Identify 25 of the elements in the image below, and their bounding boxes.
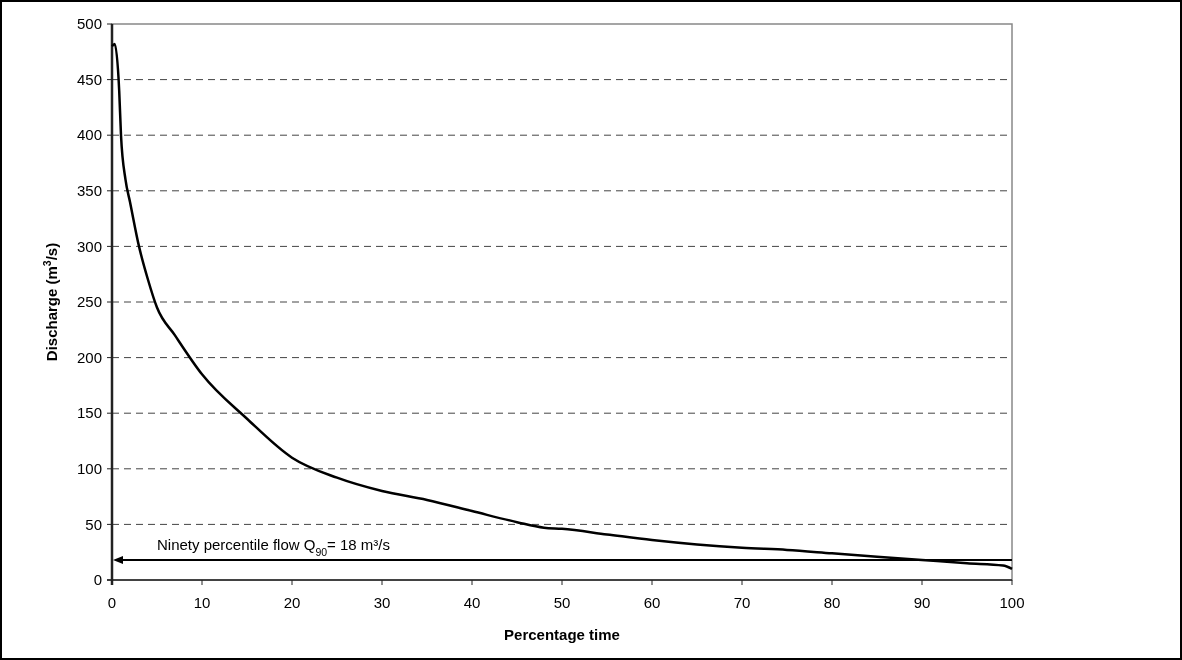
y-tick-label: 300 xyxy=(76,237,102,255)
y-tick-label: 400 xyxy=(76,126,102,144)
x-tick-label: 40 xyxy=(463,594,481,611)
y-tick-label: 150 xyxy=(76,404,102,422)
x-tick-label: 20 xyxy=(283,594,301,611)
x-tick-label: 30 xyxy=(373,594,391,611)
line-series xyxy=(110,42,1014,571)
x-tick-label: 60 xyxy=(643,594,661,611)
x-tick-label: 0 xyxy=(107,594,117,611)
y-tick-label: 50 xyxy=(85,515,102,533)
y-tick-label: 500 xyxy=(76,15,102,33)
x-tick-label: 90 xyxy=(913,594,931,611)
y-tick-label: 100 xyxy=(76,460,102,478)
x-tick-label: 70 xyxy=(733,594,751,611)
x-axis-title: Percentage time xyxy=(504,626,620,643)
y-tick-label: 250 xyxy=(76,293,102,311)
x-tick-label: 10 xyxy=(193,594,211,611)
x-tick-label: 50 xyxy=(553,594,571,611)
y-tick-label: 200 xyxy=(76,348,102,366)
y-tick-label: 0 xyxy=(93,571,102,589)
y-tick-label: 450 xyxy=(76,70,102,88)
x-tick-label: 100 xyxy=(999,594,1025,611)
x-tick-label: 80 xyxy=(823,594,841,611)
ref-line-label: Ninety percentile flow Q$_{90}$= 18 m³/s xyxy=(157,535,391,558)
y-tick-label: 350 xyxy=(76,182,102,200)
